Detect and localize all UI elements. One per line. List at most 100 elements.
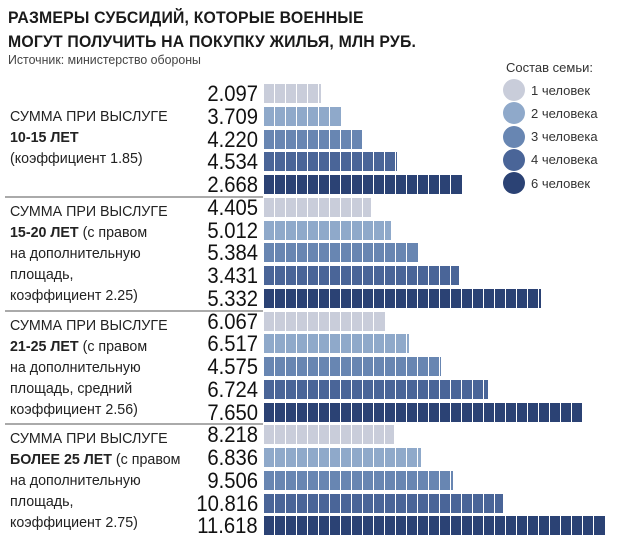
legend-swatch-icon: [503, 102, 525, 125]
legend-item: 6 человек: [503, 172, 591, 195]
label-text: площадь, средний: [10, 379, 133, 397]
group-label-line: коэффициент 2.25): [10, 285, 168, 306]
group-label-line: СУММА ПРИ ВЫСЛУГЕ: [10, 315, 168, 336]
legend-label: 1 человек: [531, 82, 591, 98]
bar-4-1: [264, 425, 395, 445]
title-line: РАЗМЕРЫ СУБСИДИЙ, КОТОРЫЕ ВОЕННЫЕ: [8, 8, 364, 27]
label-text: площадь,: [10, 493, 74, 511]
group-label-line: БОЛЕЕ 25 ЛЕТ (с правом: [10, 449, 180, 470]
legend-label: 6 человек: [531, 175, 591, 191]
value-label: 5.012: [207, 217, 258, 243]
group-divider: [5, 423, 263, 426]
value-label: 11.618: [197, 513, 258, 539]
bar-2-2: [264, 220, 392, 240]
group-label: СУММА ПРИ ВЫСЛУГЕ 15-20 ЛЕТ (с правом на д…: [10, 201, 168, 306]
bar-1-5: [264, 175, 462, 194]
value-label: 6.517: [207, 331, 258, 357]
group-label-line: 15-20 ЛЕТ (с правом: [10, 222, 168, 243]
value-label: 6.836: [207, 445, 258, 470]
label-text: на дополнительную: [10, 358, 141, 376]
value-label: 7.650: [207, 399, 258, 425]
legend-item: 2 человека: [503, 102, 598, 125]
value-label: 3.431: [207, 263, 258, 288]
legend-label: 4 человека: [531, 152, 598, 168]
legend-label: 3 человека: [531, 129, 598, 145]
group-label-line: СУММА ПРИ ВЫСЛУГЕ: [10, 201, 168, 222]
label-text: СУММА ПРИ ВЫСЛУГЕ: [10, 430, 168, 448]
legend-item: 4 человека: [503, 148, 598, 171]
group-label-line: СУММА ПРИ ВЫСЛУГЕ: [10, 106, 168, 127]
label-text: площадь,: [10, 265, 74, 283]
value-label: 2.668: [207, 172, 258, 197]
group-label-line: коэффициент 2.56): [10, 399, 168, 420]
legend-title: Состав семьи:: [506, 60, 593, 75]
bar-2-3: [264, 243, 418, 263]
bar-3-4: [264, 379, 489, 399]
bar-3-5: [264, 402, 582, 422]
bar-4-3: [264, 470, 453, 490]
label-text: СУММА ПРИ ВЫСЛУГЕ: [10, 108, 168, 125]
label-text: (с правом: [111, 451, 181, 469]
bar-4-4: [264, 493, 503, 513]
legend-label: 2 человека: [531, 105, 598, 121]
label-text: коэффициент 2.56): [10, 400, 138, 418]
value-label: 9.506: [207, 467, 258, 493]
legend-swatch-icon: [503, 125, 525, 148]
bar-1-4: [264, 152, 398, 172]
legend-swatch-icon: [503, 79, 525, 101]
group-label-line: на дополнительную: [10, 470, 180, 491]
group-label-line: на дополнительную: [10, 357, 168, 378]
legend-item: 3 человека: [503, 125, 598, 148]
group-label-line: (коэффициент 1.85): [10, 148, 168, 169]
group-label-line: коэффициент 2.75): [10, 512, 180, 533]
legend-swatch-icon: [503, 148, 525, 171]
title-line: МОГУТ ПОЛУЧИТЬ НА ПОКУПКУ ЖИЛЬЯ, МЛН РУБ…: [8, 32, 417, 51]
group-divider: [5, 309, 263, 312]
group-label-line: 21-25 ЛЕТ (с правом: [10, 336, 168, 357]
value-label: 2.097: [207, 81, 258, 106]
value-label: 6.067: [207, 308, 258, 334]
label-text: (с правом: [78, 223, 148, 241]
value-label: 5.384: [207, 240, 258, 266]
group-label-line: площадь,: [10, 264, 168, 285]
bar-4-2: [264, 448, 421, 467]
label-text: коэффициент 2.75): [10, 514, 138, 532]
group-label: СУММА ПРИ ВЫСЛУГЕ 21-25 ЛЕТ (с правом на д…: [10, 315, 168, 420]
value-label: 10.816: [196, 490, 258, 516]
service-years: 10-15 ЛЕТ: [10, 129, 79, 146]
value-label: 4.405: [207, 194, 258, 220]
service-years: 15-20 ЛЕТ: [10, 223, 79, 241]
legend-item: 1 человек: [503, 79, 590, 101]
group-label-line: площадь,: [10, 491, 180, 512]
bar-3-3: [264, 357, 442, 376]
label-text: на дополнительную: [10, 244, 141, 262]
value-label: 8.218: [207, 422, 258, 448]
value-label: 4.534: [207, 149, 258, 175]
value-label: 3.709: [207, 103, 258, 129]
group-label-line: СУММА ПРИ ВЫСЛУГЕ: [10, 428, 180, 449]
label-text: СУММА ПРИ ВЫСЛУГЕ: [10, 202, 168, 220]
value-label: 4.220: [207, 126, 258, 152]
label-text: на дополнительную: [10, 472, 141, 490]
group-label-line: 10-15 ЛЕТ: [10, 127, 168, 148]
service-years: 21-25 ЛЕТ: [10, 337, 79, 355]
label-text: (с правом: [78, 337, 148, 355]
bar-4-5: [264, 516, 606, 536]
service-years: БОЛЕЕ 25 ЛЕТ: [10, 451, 112, 469]
bar-2-5: [264, 288, 541, 308]
group-label: СУММА ПРИ ВЫСЛУГЕ БОЛЕЕ 25 ЛЕТ (с правом н…: [10, 428, 180, 533]
label-text: (коэффициент 1.85): [10, 150, 143, 167]
bar-1-1: [264, 84, 321, 103]
bar-2-4: [264, 266, 459, 285]
legend-swatch-icon: [503, 172, 525, 195]
label-text: СУММА ПРИ ВЫСЛУГЕ: [10, 316, 168, 334]
group-label-line: на дополнительную: [10, 243, 168, 264]
bar-3-2: [264, 334, 409, 354]
label-text: коэффициент 2.25): [10, 286, 138, 304]
value-label: 4.575: [207, 354, 258, 379]
group-divider: [5, 195, 263, 198]
bar-2-1: [264, 197, 371, 217]
bar-3-1: [264, 311, 386, 331]
group-label-line: площадь, средний: [10, 378, 168, 399]
